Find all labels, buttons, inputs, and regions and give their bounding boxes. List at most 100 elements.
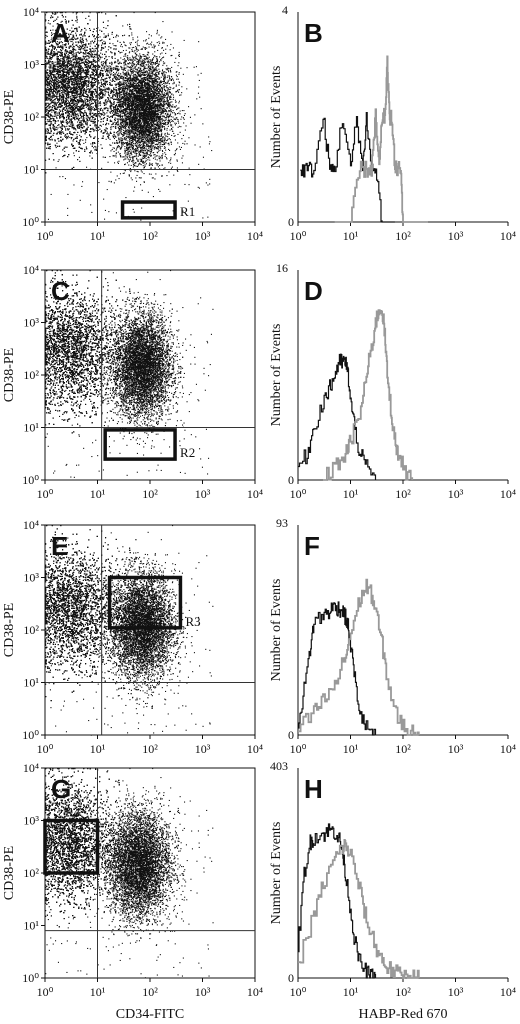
y-axis-label: Number of Events (269, 579, 284, 682)
x-tick-label: 10² (395, 742, 411, 756)
gate-label: R3 (185, 614, 200, 629)
x-tick-label: 10⁴ (500, 229, 516, 243)
y-tick-label: 10⁴ (23, 518, 39, 532)
x-tick-label: 10¹ (90, 742, 106, 756)
y-zero-label: 0 (288, 215, 294, 229)
panel-g: 10⁰ 10¹ 10² 10³ 10⁴ 10⁰ 10¹ 10² 10³ 10⁴ R4 CD38-PE G… (2, 761, 263, 1022)
panel-f: 10⁰ 10¹ 10² 10³ 10⁴ 93 0 Number of Events F (269, 516, 516, 756)
histogram-series-black (300, 112, 395, 223)
x-tick-label: 10¹ (343, 229, 359, 243)
histogram-series-black (298, 601, 377, 736)
x-axis-label: HABP-Red 670 (358, 1007, 447, 1022)
y-axis-label: CD38-PE (2, 90, 17, 144)
y-tick-label: 10³ (23, 571, 39, 585)
x-tick-label: 10⁴ (500, 985, 516, 999)
histogram-series-gray (323, 309, 414, 481)
histogram-series-gray (334, 55, 428, 223)
y-axis-label: Number of Events (269, 822, 284, 925)
histogram-series-gray (298, 839, 420, 979)
gate-r2 (103, 428, 177, 461)
x-axis-label: CD34-FITC (116, 1007, 184, 1022)
panel-h: 10⁰ 10¹ 10² 10³ 10⁴ 403 0 Number of Events H HABP… (269, 759, 516, 1022)
x-tick-label: 10³ (448, 985, 464, 999)
gate-r3 (107, 575, 183, 630)
y-tick-label: 10¹ (23, 421, 39, 435)
x-tick-label: 10³ (448, 229, 464, 243)
y-max-label: 403 (270, 759, 288, 773)
panel-letter: F (304, 531, 320, 561)
x-tick-label: 10³ (195, 742, 211, 756)
y-tick-label: 10⁰ (22, 728, 39, 742)
x-tick-label: 10³ (195, 487, 211, 501)
event-cloud (45, 12, 213, 221)
x-tick-label: 10³ (448, 742, 464, 756)
x-tick-label: 10⁰ (37, 487, 54, 501)
x-tick-label: 10¹ (90, 487, 106, 501)
y-tick-label: 10⁰ (22, 215, 39, 229)
panel-letter: C (51, 276, 70, 306)
y-axis-label: CD38-PE (2, 603, 17, 657)
x-tick-label: 10² (395, 985, 411, 999)
y-tick-label: 10³ (23, 814, 39, 828)
x-tick-label: 10⁴ (247, 487, 263, 501)
panel-letter: E (51, 531, 68, 561)
y-axis-label: CD38-PE (2, 348, 17, 402)
event-cloud (45, 270, 214, 478)
y-tick-label: 10¹ (23, 919, 39, 933)
y-tick-label: 10² (23, 110, 39, 124)
x-tick-label: 10⁰ (290, 487, 307, 501)
x-tick-label: 10² (142, 487, 158, 501)
y-tick-label: 10² (23, 623, 39, 637)
x-tick-label: 10⁰ (37, 229, 54, 243)
panel-letter: A (51, 18, 70, 48)
x-tick-label: 10² (142, 985, 158, 999)
y-tick-label: 10⁰ (22, 473, 39, 487)
x-tick-label: 10¹ (90, 985, 106, 999)
y-tick-label: 10¹ (23, 676, 39, 690)
gate-label: R1 (180, 204, 195, 219)
y-tick-label: 10³ (23, 58, 39, 72)
gate-r4 (43, 818, 100, 875)
x-tick-label: 10³ (448, 487, 464, 501)
y-zero-label: 0 (288, 473, 294, 487)
x-tick-label: 10⁰ (37, 985, 54, 999)
x-tick-label: 10¹ (343, 487, 359, 501)
panel-letter: G (51, 774, 71, 804)
gate-label: R4 (65, 805, 81, 820)
event-cloud (45, 525, 214, 736)
y-zero-label: 0 (288, 728, 294, 742)
y-max-label: 93 (276, 516, 288, 530)
x-tick-label: 10⁰ (290, 985, 307, 999)
x-tick-label: 10¹ (90, 229, 106, 243)
y-tick-label: 10⁴ (23, 263, 39, 277)
x-tick-label: 10² (142, 742, 158, 756)
panel-b: 10⁰ 10¹ 10² 10³ 10⁴ 4 0 Number of Events B (269, 3, 516, 243)
histogram-series-black (298, 353, 377, 480)
histogram-series-gray (298, 578, 420, 736)
y-max-label: 4 (282, 3, 288, 17)
x-tick-label: 10⁰ (37, 742, 54, 756)
panel-letter: H (304, 774, 323, 804)
y-axis-label: Number of Events (269, 324, 284, 427)
y-tick-label: 10⁰ (22, 971, 39, 985)
y-tick-label: 10² (23, 368, 39, 382)
y-max-label: 16 (276, 261, 288, 275)
panel-letter: B (304, 18, 323, 48)
x-tick-label: 10⁰ (290, 742, 307, 756)
x-tick-label: 10¹ (343, 985, 359, 999)
gate-label: R2 (180, 445, 195, 460)
x-tick-label: 10² (395, 487, 411, 501)
y-axis-label: CD38-PE (2, 846, 17, 900)
x-tick-label: 10¹ (343, 742, 359, 756)
panel-c: 10⁰ 10¹ 10² 10³ 10⁴ 10⁰ 10¹ 10² 10³ 10⁴ R2 CD38-PE C (2, 263, 263, 501)
y-tick-label: 10¹ (23, 163, 39, 177)
x-tick-label: 10⁴ (500, 487, 516, 501)
x-tick-label: 10⁴ (247, 742, 263, 756)
x-tick-label: 10³ (195, 985, 211, 999)
gate-r1 (120, 200, 177, 220)
x-tick-label: 10³ (195, 229, 211, 243)
panel-letter: D (304, 276, 323, 306)
x-tick-label: 10² (142, 229, 158, 243)
x-tick-label: 10⁴ (247, 985, 263, 999)
